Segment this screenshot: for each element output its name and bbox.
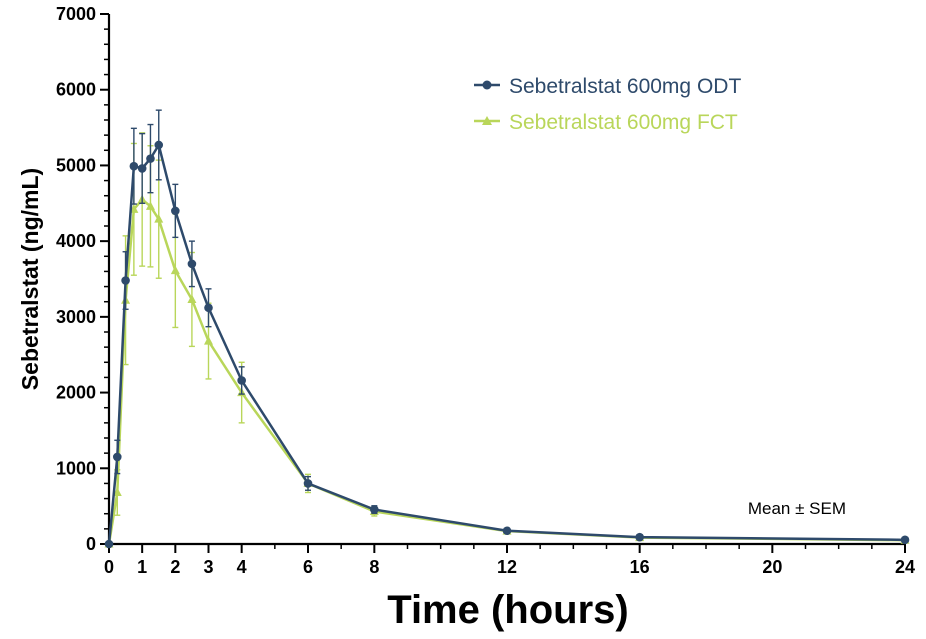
data-point-odt: [237, 376, 246, 385]
data-point-odt: [370, 505, 379, 514]
data-point-odt: [900, 535, 910, 545]
series-line-odt: [107, 143, 906, 545]
data-point-fct: [187, 294, 197, 303]
data-point-odt: [154, 140, 164, 150]
data-point-odt: [204, 303, 213, 313]
y-tick-label: 4000: [56, 231, 96, 251]
data-point-odt: [112, 452, 122, 462]
data-point-odt: [187, 259, 197, 269]
data-point-fct: [154, 214, 164, 223]
y-tick-label: 0: [86, 534, 96, 554]
data-point-odt: [635, 532, 644, 542]
data-point-odt: [502, 526, 512, 536]
y-tick-label: 5000: [56, 155, 96, 175]
x-tick-label: 3: [203, 557, 213, 577]
y-tick-label: 1000: [56, 458, 96, 478]
mean-sem-annotation: Mean ± SEM: [748, 499, 846, 518]
legend-marker-odt: [482, 80, 492, 90]
y-tick-label: 7000: [56, 4, 96, 24]
x-tick-label: 12: [497, 557, 517, 577]
legend-label-odt: Sebetralstat 600mg ODT: [509, 75, 741, 98]
legend-marker-fct: [482, 116, 492, 125]
series-fct: [104, 132, 910, 548]
x-tick-label: 8: [369, 557, 379, 577]
x-tick-label: 16: [630, 557, 650, 577]
y-tick-label: 3000: [56, 307, 96, 327]
x-tick-label: 1: [137, 557, 147, 577]
x-tick-label: 0: [104, 557, 114, 577]
x-tick-label: 6: [303, 557, 313, 577]
data-point-odt: [146, 154, 155, 163]
series-line-fct: [107, 198, 906, 545]
data-point-fct: [204, 336, 213, 345]
y-tick-label: 2000: [56, 383, 96, 403]
series-odt: [104, 109, 910, 549]
legend-label-fct: Sebetralstat 600mg FCT: [509, 111, 738, 134]
data-point-odt: [171, 206, 180, 216]
legend-item-fct: Sebetralstat 600mg FCT: [474, 111, 738, 134]
x-tick-label: 24: [895, 557, 915, 577]
x-tick-label: 20: [762, 557, 782, 577]
data-point-odt: [104, 539, 114, 549]
plot-area: [104, 109, 910, 549]
y-tick-label: 6000: [56, 80, 96, 100]
data-point-odt: [129, 161, 139, 171]
data-point-odt: [303, 479, 313, 488]
x-tick-label: 2: [170, 557, 180, 577]
data-point-odt: [121, 276, 130, 285]
data-point-odt: [137, 164, 147, 173]
legend: Sebetralstat 600mg ODT Sebetralstat 600m…: [474, 75, 741, 134]
data-point-fct: [112, 487, 122, 497]
legend-item-odt: Sebetralstat 600mg ODT: [474, 75, 741, 98]
y-axis-label: Sebetralstat (ng/mL): [17, 168, 43, 390]
x-tick-label: 4: [237, 557, 247, 577]
x-axis-label: Time (hours): [387, 588, 629, 632]
data-point-fct: [145, 201, 155, 210]
data-point-fct: [170, 265, 180, 275]
